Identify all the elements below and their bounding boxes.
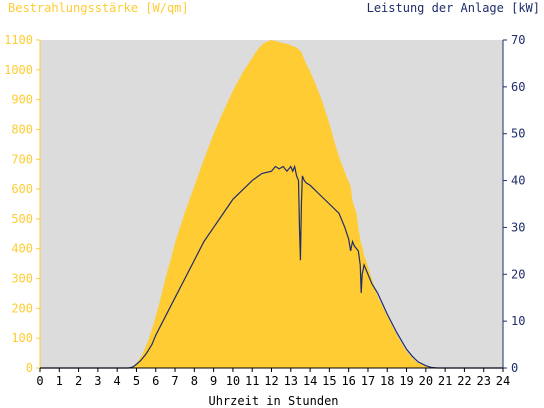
x-tick-label: 9 <box>210 374 217 388</box>
x-tick-label: 22 <box>457 374 471 388</box>
x-tick-label: 24 <box>496 374 510 388</box>
x-tick-label: 3 <box>94 374 101 388</box>
x-tick-label: 11 <box>245 374 259 388</box>
x-tick-label: 17 <box>361 374 375 388</box>
x-axis-label: Uhrzeit in Stunden <box>208 394 338 408</box>
right-tick-label: 0 <box>511 361 518 375</box>
right-tick-label: 60 <box>511 80 525 94</box>
x-tick-label: 14 <box>303 374 317 388</box>
left-tick-label: 1000 <box>4 63 33 77</box>
x-tick-label: 8 <box>191 374 198 388</box>
power-line <box>40 164 503 369</box>
left-tick-label: 200 <box>11 301 33 315</box>
right-tick-label: 20 <box>511 267 525 281</box>
right-tick-label: 50 <box>511 127 525 141</box>
x-tick-label: 16 <box>341 374 355 388</box>
x-tick-label: 10 <box>226 374 240 388</box>
x-tick-label: 20 <box>419 374 433 388</box>
right-tick-label: 30 <box>511 220 525 234</box>
x-tick-label: 15 <box>322 374 336 388</box>
x-tick-label: 6 <box>152 374 159 388</box>
left-tick-label: 100 <box>11 331 33 345</box>
right-tick-label: 40 <box>511 174 525 188</box>
right-tick-label: 70 <box>511 33 525 47</box>
left-tick-label: 700 <box>11 152 33 166</box>
x-tick-label: 7 <box>171 374 178 388</box>
left-axis-title: Bestrahlungsstärke [W/qm] <box>8 1 189 15</box>
right-tick-label: 10 <box>511 314 525 328</box>
x-tick-label: 5 <box>133 374 140 388</box>
x-tick-label: 12 <box>264 374 278 388</box>
left-tick-label: 400 <box>11 242 33 256</box>
x-tick-label: 23 <box>476 374 490 388</box>
left-tick-label: 500 <box>11 212 33 226</box>
x-tick-label: 2 <box>75 374 82 388</box>
left-tick-label: 600 <box>11 182 33 196</box>
left-tick-label: 1100 <box>4 33 33 47</box>
left-tick-label: 900 <box>11 93 33 107</box>
x-tick-label: 13 <box>284 374 298 388</box>
x-tick-label: 18 <box>380 374 394 388</box>
x-tick-label: 19 <box>399 374 413 388</box>
left-tick-label: 800 <box>11 122 33 136</box>
left-tick-label: 300 <box>11 272 33 286</box>
left-tick-label: 0 <box>26 361 33 375</box>
x-tick-label: 0 <box>36 374 43 388</box>
x-tick-label: 21 <box>438 374 452 388</box>
irradiance-area <box>40 40 503 368</box>
x-tick-label: 4 <box>114 374 121 388</box>
right-axis-title: Leistung der Anlage [kW] <box>366 1 540 15</box>
x-tick-label: 1 <box>56 374 63 388</box>
